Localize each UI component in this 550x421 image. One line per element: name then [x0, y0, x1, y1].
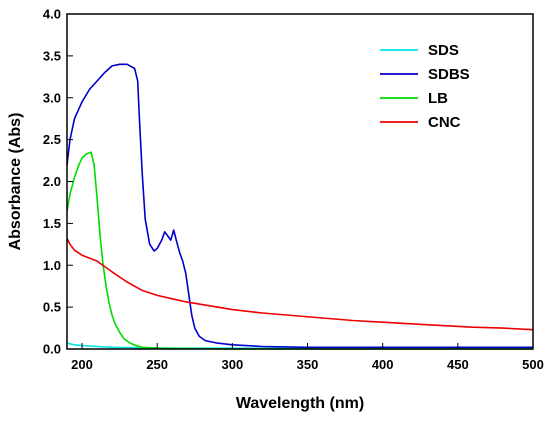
- y-tick-label: 2.0: [43, 174, 61, 189]
- series-curves: [66, 63, 534, 350]
- legend: SDS SDBS LB CNC: [380, 42, 470, 131]
- series-line-lb: [66, 151, 533, 350]
- plot-frame: [66, 13, 534, 350]
- axis-ticks: [67, 13, 534, 350]
- x-tick-label: 450: [447, 357, 469, 372]
- legend-label-sds: SDS: [428, 42, 459, 59]
- y-tick-label: 0.5: [43, 300, 61, 315]
- x-tick-label: 300: [222, 357, 244, 372]
- legend-label-cnc: CNC: [428, 114, 461, 131]
- x-tick-label: 350: [297, 357, 319, 372]
- axis-tick-labels: 200 250 300 350 400 450 500 0.0 0.5 1.0 1.5 2.0 2.5 3…: [43, 7, 544, 373]
- x-tick-label: 400: [372, 357, 394, 372]
- x-tick-label: 500: [522, 357, 544, 372]
- y-tick-label: 4.0: [43, 7, 61, 22]
- legend-label-lb: LB: [428, 90, 448, 107]
- legend-label-sdbs: SDBS: [428, 66, 470, 83]
- series-line-sdbs: [66, 63, 533, 349]
- y-tick-label: 3.5: [43, 48, 61, 63]
- y-tick-label: 2.5: [43, 132, 61, 147]
- series-line-cnc: [66, 238, 534, 331]
- x-axis-title: Wavelength (nm): [236, 395, 364, 412]
- x-tick-label: 250: [146, 357, 168, 372]
- y-tick-label: 1.5: [43, 216, 61, 231]
- y-tick-label: 0.0: [43, 342, 61, 357]
- y-tick-label: 1.0: [43, 258, 61, 273]
- x-tick-label: 200: [71, 357, 93, 372]
- y-tick-label: 3.0: [43, 90, 61, 105]
- y-axis-title: Absorbance (Abs): [7, 113, 24, 251]
